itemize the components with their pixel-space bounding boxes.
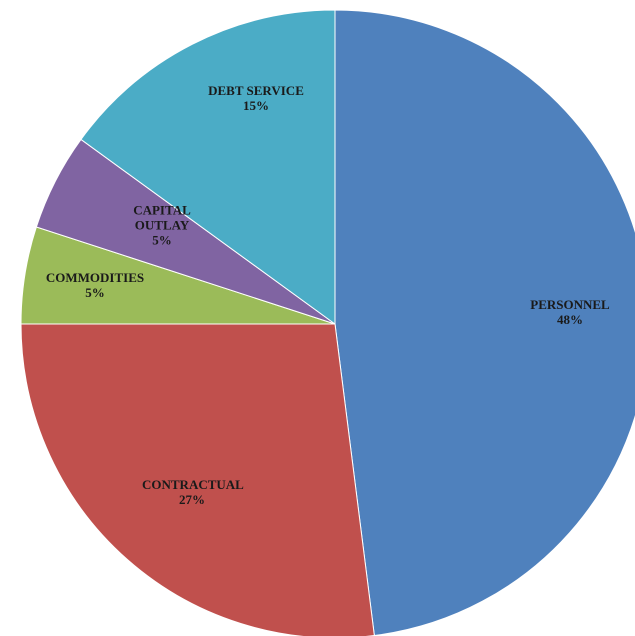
value-label: 27% (179, 492, 205, 507)
value-label: 48% (557, 312, 583, 327)
value-label: 5% (85, 285, 105, 300)
value-label: 5% (152, 232, 172, 248)
category-label: COMMODITIES (45, 270, 145, 285)
slice-label: CONTRACTUAL 27% (142, 477, 244, 507)
slice-label: DEBT SERVICE 15% (206, 83, 306, 113)
category-label: DEBT SERVICE (208, 83, 304, 98)
slice-label: PERSONNEL 48% (520, 297, 620, 327)
pie-slice (20, 323, 375, 636)
category-label: PERSONNEL (530, 297, 610, 312)
pie-slice (334, 9, 635, 636)
slice-label: CAPITAL OUTLAY 5% (112, 203, 212, 248)
slice-label: COMMODITIES 5% (45, 270, 145, 300)
value-label: 15% (243, 98, 269, 113)
category-label: CAPITAL OUTLAY (133, 202, 191, 233)
pie-slice (80, 9, 336, 325)
category-label: CONTRACTUAL (142, 477, 244, 492)
